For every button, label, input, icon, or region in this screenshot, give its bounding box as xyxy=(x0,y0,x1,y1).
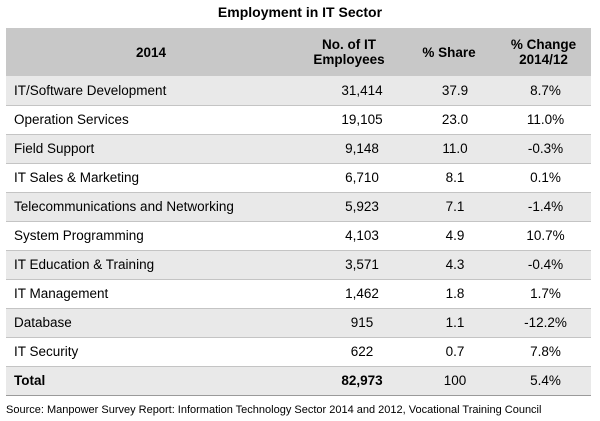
row-employees: 9,148 xyxy=(296,134,402,164)
table-row: IT Education & Training 3,571 4.3 -0.4% xyxy=(6,250,591,280)
table-row: IT Sales & Marketing 6,710 8.1 0.1% xyxy=(6,163,591,193)
table-row: System Programming 4,103 4.9 10.7% xyxy=(6,221,591,251)
row-employees: 4,103 xyxy=(296,221,402,251)
row-category: IT Education & Training xyxy=(6,250,296,280)
row-employees: 19,105 xyxy=(296,105,402,135)
table-row: IT/Software Development 31,414 37.9 8.7% xyxy=(6,76,591,106)
row-share: 4.9 xyxy=(402,221,496,251)
row-employees: 1,462 xyxy=(296,279,402,309)
header-employees: No. of IT Employees xyxy=(296,28,402,76)
total-employees: 82,973 xyxy=(296,365,402,396)
row-change: 10.7% xyxy=(496,221,591,251)
row-change: -0.3% xyxy=(496,134,591,164)
row-category: IT Security xyxy=(6,337,296,367)
row-employees: 915 xyxy=(296,308,402,338)
row-category: Field Support xyxy=(6,134,296,164)
row-employees: 622 xyxy=(296,337,402,367)
header-change: % Change 2014/12 xyxy=(496,28,591,76)
table-row: IT Security 622 0.7 7.8% xyxy=(6,337,591,367)
table-row: Telecommunications and Networking 5,923 … xyxy=(6,192,591,222)
row-share: 0.7 xyxy=(402,337,496,367)
row-share: 4.3 xyxy=(402,250,496,280)
row-change: 8.7% xyxy=(496,76,591,106)
row-category: IT Management xyxy=(6,279,296,309)
row-category: System Programming xyxy=(6,221,296,251)
row-employees: 31,414 xyxy=(296,76,402,106)
table-row: Field Support 9,148 11.0 -0.3% xyxy=(6,134,591,164)
table-row: IT Management 1,462 1.8 1.7% xyxy=(6,279,591,309)
row-category: Telecommunications and Networking xyxy=(6,192,296,222)
row-share: 37.9 xyxy=(402,76,496,106)
row-share: 1.8 xyxy=(402,279,496,309)
table-title: Employment in IT Sector xyxy=(217,4,383,20)
source-note: Source: Manpower Survey Report: Informat… xyxy=(6,404,542,416)
row-change: 11.0% xyxy=(496,105,591,135)
row-share: 1.1 xyxy=(402,308,496,338)
row-employees: 3,571 xyxy=(296,250,402,280)
row-change: -0.4% xyxy=(496,250,591,280)
row-share: 11.0 xyxy=(402,134,496,164)
row-share: 7.1 xyxy=(402,192,496,222)
row-change: -12.2% xyxy=(496,308,591,338)
total-change: 5.4% xyxy=(496,365,591,396)
table-header-row: 2014 No. of IT Employees % Share % Chang… xyxy=(6,28,591,76)
total-row: Total 82,973 100 5.4% xyxy=(6,365,591,396)
header-share: % Share xyxy=(402,28,496,76)
row-change: 0.1% xyxy=(496,163,591,193)
row-change: 1.7% xyxy=(496,279,591,309)
total-share: 100 xyxy=(402,365,496,396)
row-category: Database xyxy=(6,308,296,338)
table-row: Database 915 1.1 -12.2% xyxy=(6,308,591,338)
row-share: 8.1 xyxy=(402,163,496,193)
row-employees: 6,710 xyxy=(296,163,402,193)
header-category: 2014 xyxy=(6,28,296,76)
row-category: IT/Software Development xyxy=(6,76,296,106)
row-category: Operation Services xyxy=(6,105,296,135)
total-label: Total xyxy=(6,365,296,396)
table-row: Operation Services 19,105 23.0 11.0% xyxy=(6,105,591,135)
employment-table: 2014 No. of IT Employees % Share % Chang… xyxy=(6,28,591,396)
row-change: 7.8% xyxy=(496,337,591,367)
row-employees: 5,923 xyxy=(296,192,402,222)
row-share: 23.0 xyxy=(402,105,496,135)
row-change: -1.4% xyxy=(496,192,591,222)
row-category: IT Sales & Marketing xyxy=(6,163,296,193)
